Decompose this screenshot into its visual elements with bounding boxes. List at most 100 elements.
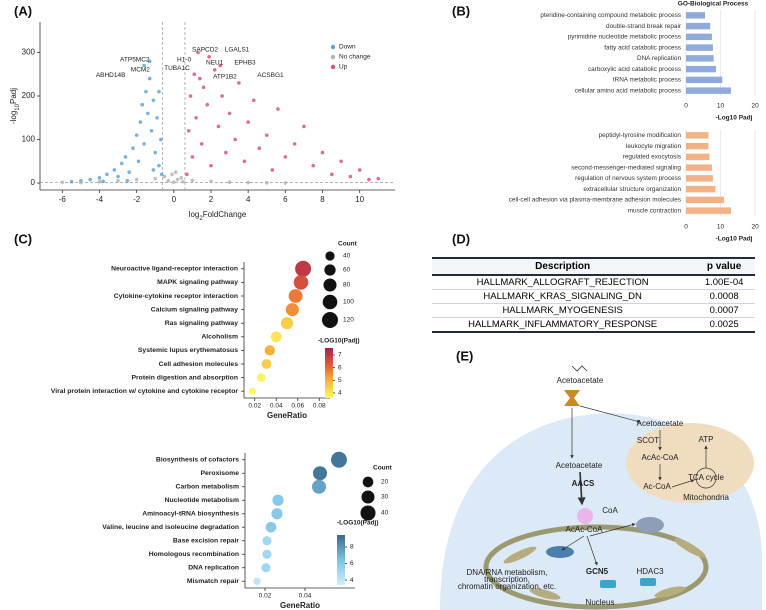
point — [192, 72, 197, 77]
point — [357, 168, 362, 172]
gene-label: ATP5MC2 — [120, 57, 150, 64]
point — [116, 174, 120, 179]
table-row: HALLMARK_ALLOGRAFT_REJECTION 1.00E-04 — [432, 275, 755, 290]
size-legend-label: 30 — [381, 494, 389, 501]
point — [264, 181, 269, 185]
point — [188, 94, 193, 98]
diagram-label: HDAC3 — [636, 567, 664, 576]
bar — [686, 185, 716, 193]
dot — [280, 317, 294, 330]
y-tick-label: 300 — [22, 48, 36, 57]
dot — [261, 563, 271, 573]
diagram-label: AcAc-CoA — [642, 453, 680, 462]
colorbar-tick-label: 8 — [350, 544, 354, 551]
point — [170, 172, 174, 177]
point — [190, 155, 195, 159]
legend-label: Down — [339, 44, 356, 51]
x-axis-label: -Log10 Padj — [716, 236, 753, 243]
category-label: Base excision repair — [173, 538, 239, 545]
bar — [686, 76, 723, 84]
colorbar-title: -LOG10(Padj) — [337, 520, 379, 527]
x-tick-label: -6 — [59, 195, 67, 204]
dot — [256, 373, 266, 382]
bar — [686, 207, 731, 214]
category-label: second-messenger-mediated signaling — [571, 164, 681, 171]
diagram-label: CoA — [602, 506, 618, 515]
point — [218, 63, 223, 68]
x-axis-label-part: 2 — [199, 216, 203, 222]
point — [153, 150, 158, 155]
point — [147, 76, 152, 81]
category-label: pyrimidine nucleotide metabolic process — [568, 34, 681, 41]
table: Description p value HALLMARK_ALLOGRAFT_RE… — [432, 257, 755, 333]
point — [97, 179, 102, 184]
point — [173, 170, 178, 174]
point — [198, 76, 202, 81]
point — [201, 85, 206, 90]
category-label: extracellular structure organization — [583, 186, 681, 193]
point — [134, 177, 139, 182]
colorbar-tick-label: 4 — [338, 390, 342, 397]
point — [209, 163, 213, 168]
cell: 0.0025 — [693, 317, 755, 333]
dot — [248, 387, 257, 395]
diagram-label: Acetoacetate — [556, 461, 603, 470]
category-label: leukocyte migration — [626, 143, 682, 150]
x-tick-label: 10 — [717, 224, 725, 231]
point — [116, 179, 120, 183]
panel-label: (D) — [452, 231, 470, 246]
cell: 1.00E-04 — [693, 275, 755, 290]
point — [283, 181, 288, 185]
x-tick-label: 20 — [751, 103, 759, 110]
point — [270, 168, 275, 172]
bar — [686, 55, 714, 62]
diagram-label: Acetoacetate — [637, 419, 684, 428]
point — [151, 168, 156, 172]
point — [348, 174, 353, 179]
point — [157, 89, 161, 94]
diagram-label: Acetoacetate — [557, 376, 604, 385]
point — [149, 129, 154, 133]
dot — [288, 289, 303, 303]
category-label: Peroxisome — [200, 470, 239, 477]
point — [257, 146, 262, 151]
point — [212, 68, 217, 72]
point — [69, 179, 74, 184]
point — [142, 142, 146, 146]
x-tick-label: 0 — [172, 195, 177, 204]
y-tick-label: 0 — [31, 178, 36, 187]
colorbar — [325, 348, 333, 398]
point — [134, 133, 139, 137]
category-label: Carbon metabolism — [176, 484, 239, 491]
gene-label: NEU1 — [206, 60, 224, 67]
y-axis-label-part: -log — [9, 111, 18, 124]
arrow — [586, 535, 598, 566]
gene-label: H1-0 — [177, 57, 191, 64]
category-label: Cytokine-cytokine receptor interaction — [114, 293, 238, 300]
bar — [686, 44, 713, 51]
x-axis-label: GeneRatio — [280, 601, 320, 610]
size-legend-label: 20 — [381, 479, 389, 486]
table-header: Description p value — [432, 257, 755, 276]
dot — [311, 479, 327, 494]
cell: HALLMARK_MYOGENESIS — [432, 303, 694, 318]
point — [147, 59, 152, 63]
y-axis-label-part: Padj — [9, 88, 18, 104]
point — [153, 176, 158, 181]
point — [159, 137, 163, 142]
size-legend-marker — [362, 476, 374, 488]
point — [196, 50, 200, 55]
x-tick-label: 0.04 — [299, 593, 312, 600]
category-label: DNA replication — [637, 55, 681, 62]
nucleus — [483, 524, 709, 610]
protein — [636, 517, 664, 533]
point — [292, 142, 297, 146]
bar — [686, 175, 713, 182]
mitochondria — [626, 423, 754, 503]
legend-marker — [330, 44, 336, 50]
point — [199, 142, 204, 146]
size-legend-title: Count — [338, 241, 358, 248]
gene-label: TUBA1C — [164, 65, 190, 72]
point — [242, 159, 247, 164]
x-axis-label-part: FoldChange — [203, 210, 247, 219]
